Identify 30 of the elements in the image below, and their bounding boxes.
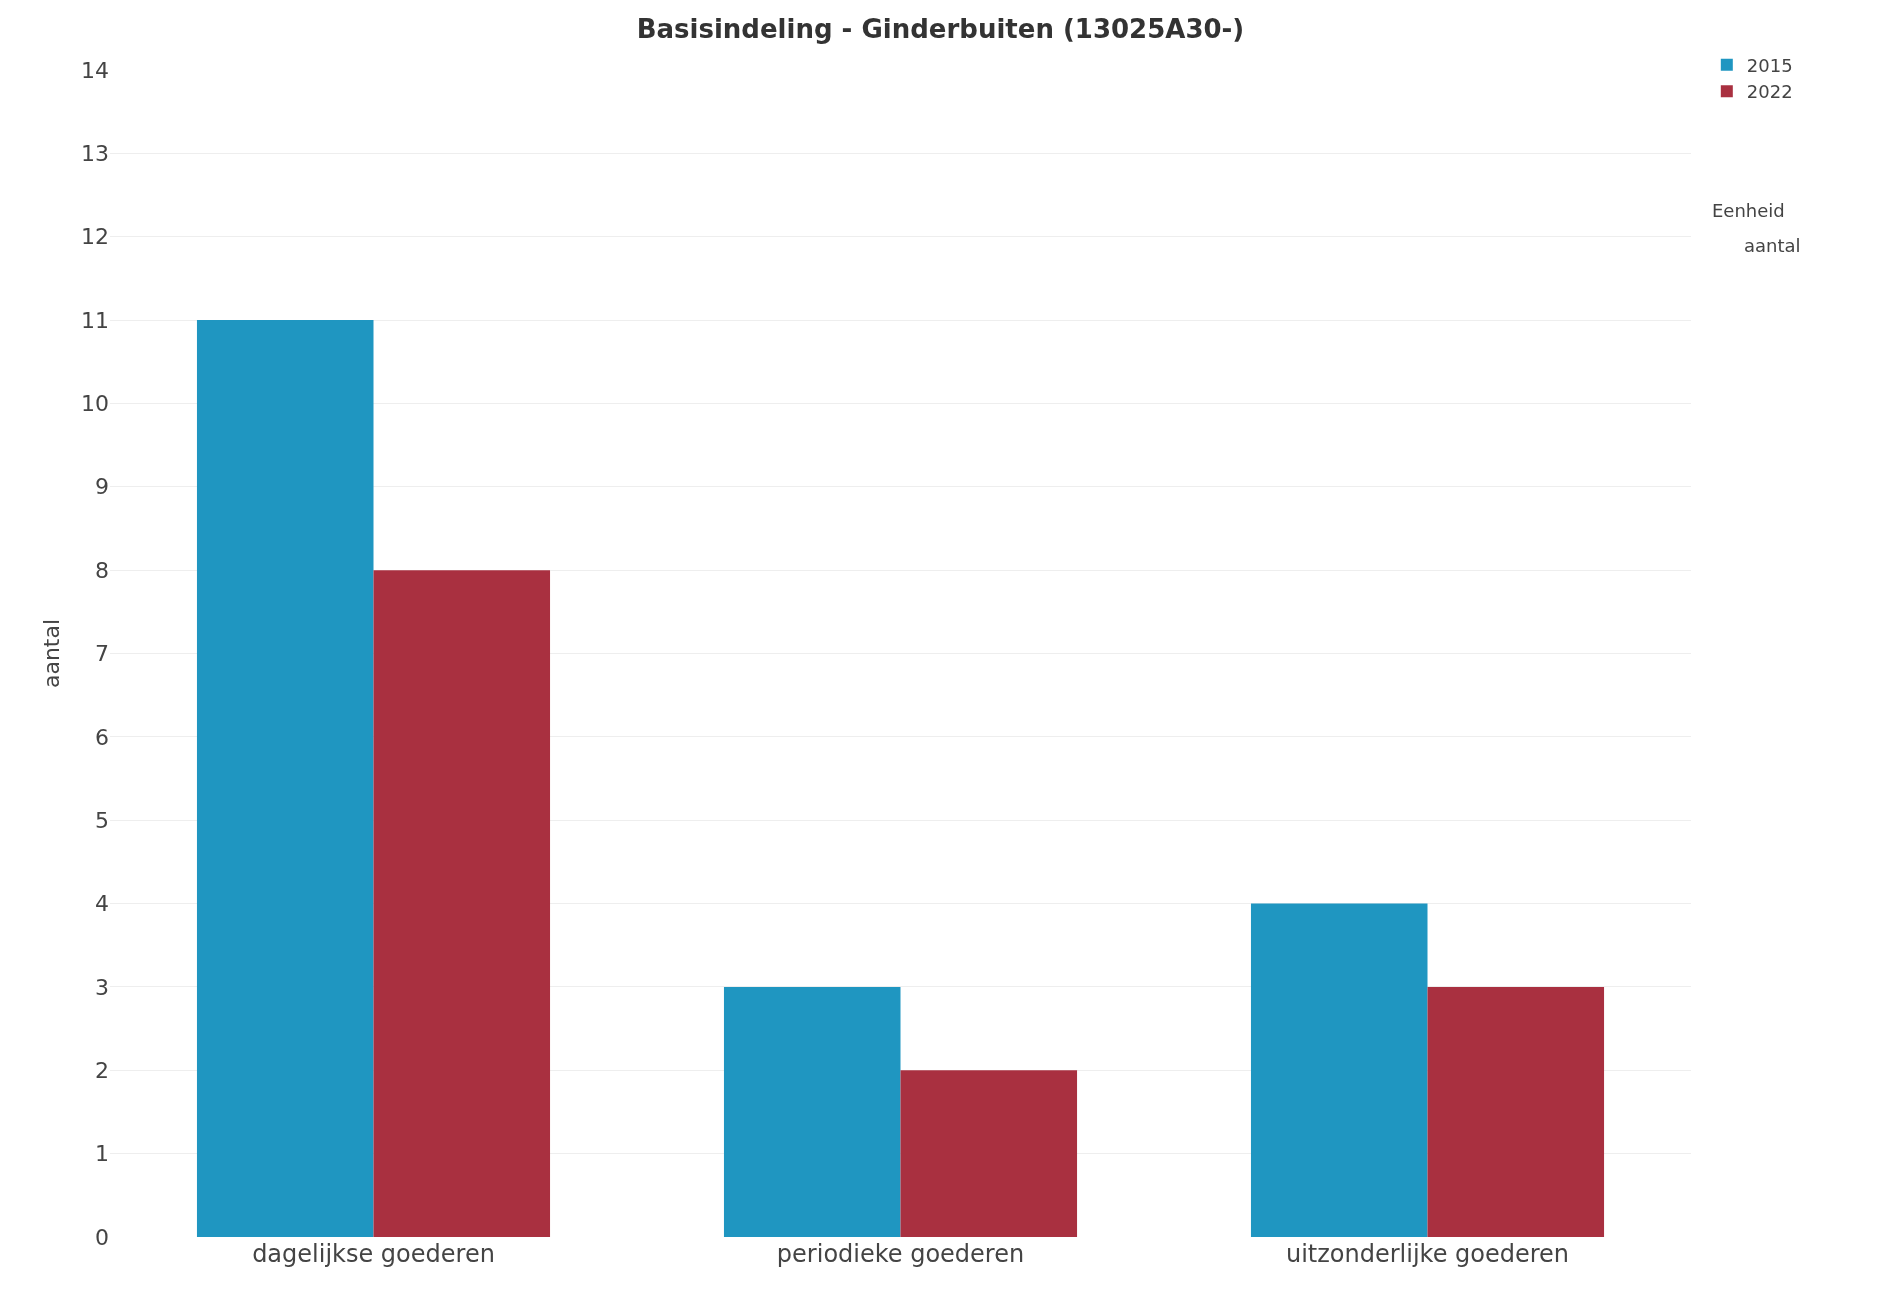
y-tick-label: 11 <box>81 307 109 333</box>
text: aantal <box>1744 235 1801 256</box>
chart-title: Basisindeling - Ginderbuiten (13025A30-) <box>636 13 1245 44</box>
x-tick-label: uitzonderlijke goederen <box>1285 1240 1570 1268</box>
x-tick-label: dagelijkse goederen <box>252 1240 495 1268</box>
x-tick-label: periodieke goederen <box>776 1240 1025 1268</box>
y-tick-label: 5 <box>95 807 109 833</box>
y-tick-label: 3 <box>95 974 109 1000</box>
y-tick-label: 6 <box>95 724 109 750</box>
y-tick-label: 12 <box>81 224 109 250</box>
y-tick-label: 7 <box>95 641 109 667</box>
legend-label: 2022 <box>1746 81 1793 103</box>
y-tick-label: 0 <box>95 1224 109 1250</box>
y-tick-label: 1 <box>95 1141 109 1167</box>
text: Eenheid <box>1712 200 1785 221</box>
y-tick-label: 10 <box>81 391 109 417</box>
bar <box>1250 903 1428 1237</box>
bar <box>723 986 901 1237</box>
bar <box>1427 986 1605 1237</box>
y-tick-label: 14 <box>81 57 109 83</box>
y-tick-label: 2 <box>95 1057 109 1083</box>
bar <box>900 1070 1078 1237</box>
y-tick-label: 8 <box>95 557 109 583</box>
legend-label: 2015 <box>1746 54 1793 76</box>
y-tick-label: 13 <box>81 141 109 167</box>
y-axis-title: aantal <box>38 618 64 689</box>
y-tick-label: 9 <box>95 474 109 500</box>
y-tick-label: 4 <box>95 891 109 917</box>
bar <box>373 570 551 1237</box>
bar <box>196 320 374 1237</box>
